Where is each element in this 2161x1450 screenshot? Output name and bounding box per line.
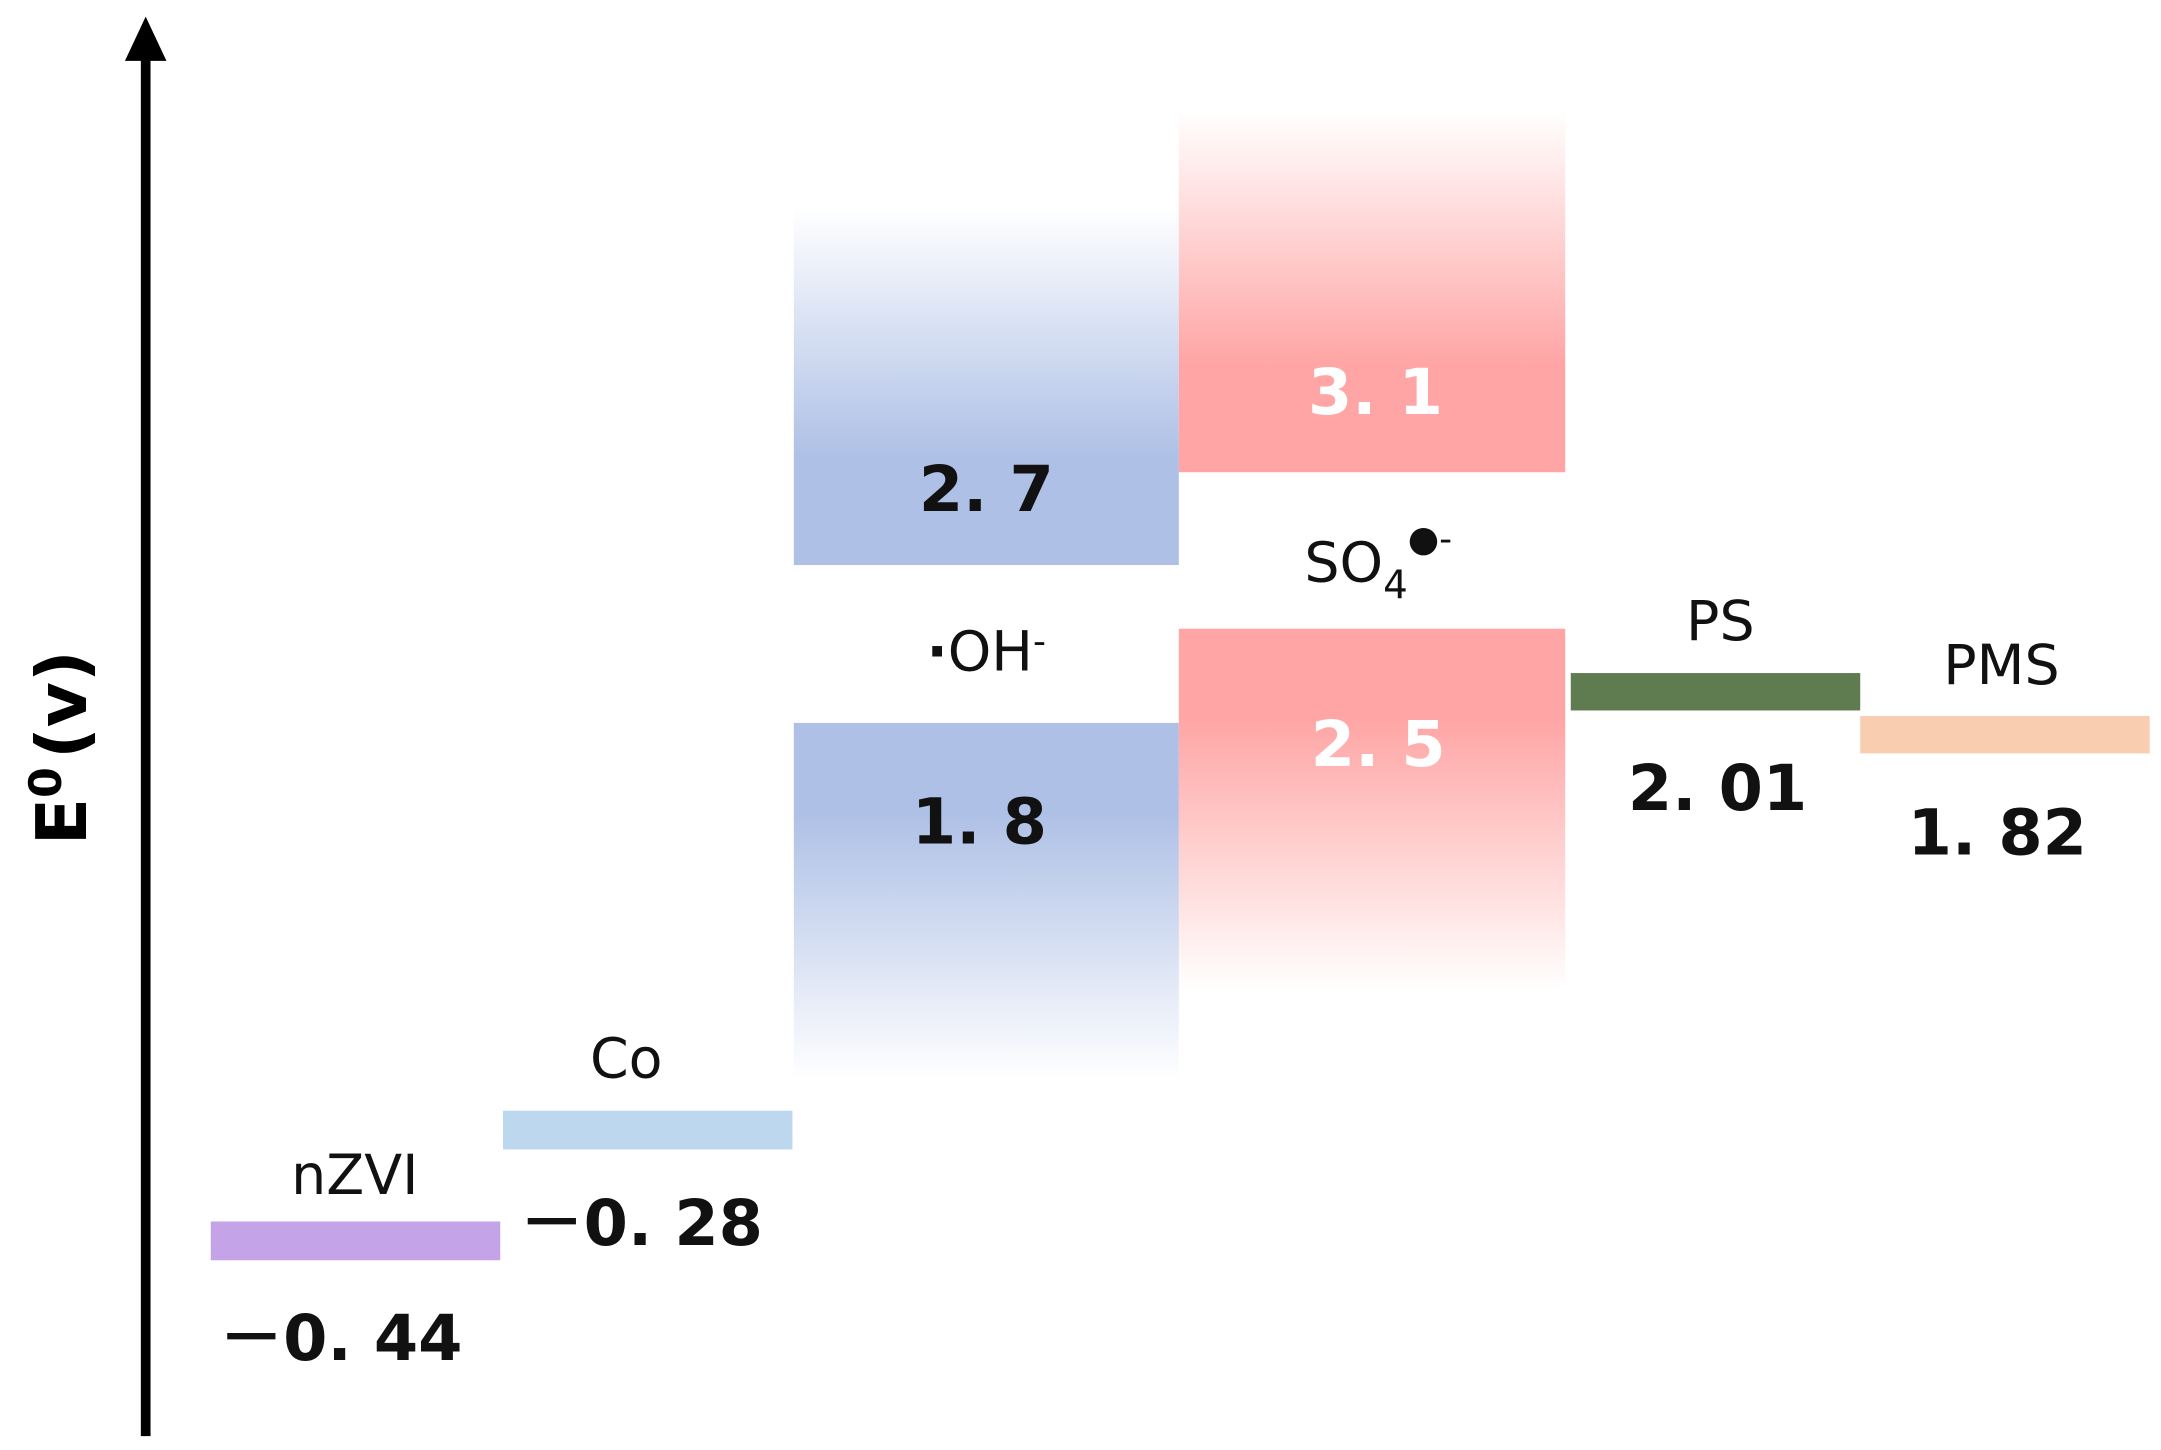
potential-value: 2. 7 bbox=[919, 453, 1054, 527]
axis-label-unit: (v) bbox=[23, 650, 103, 758]
level-bar bbox=[210, 1221, 501, 1261]
axis-label-base: E bbox=[23, 798, 103, 845]
potential-value: 1. 82 bbox=[1908, 796, 2087, 870]
range-box-upper bbox=[1178, 110, 1566, 473]
level-bar bbox=[502, 1110, 793, 1150]
charge: - bbox=[1439, 519, 1452, 560]
potential-value: 2. 5 bbox=[1311, 708, 1446, 782]
radical-dot: · bbox=[927, 620, 948, 684]
species-label: ·OH- bbox=[927, 620, 1046, 684]
species-name: SO bbox=[1304, 532, 1383, 596]
species-label: SO4●- bbox=[1304, 519, 1452, 608]
radical-dot: ● bbox=[1408, 519, 1439, 560]
potential-value: 3. 1 bbox=[1308, 356, 1443, 430]
species-label: PS bbox=[1686, 590, 1755, 654]
axis-label: E0 (v) bbox=[21, 650, 103, 845]
species-label: PMS bbox=[1943, 634, 2059, 698]
level-bar bbox=[1570, 673, 1861, 711]
charge: - bbox=[1033, 622, 1046, 663]
potential-value: －0. 28 bbox=[520, 1187, 763, 1261]
potential-value: 1. 8 bbox=[912, 785, 1047, 859]
species-label: nZVI bbox=[291, 1144, 418, 1208]
level-bar bbox=[1860, 715, 2150, 754]
range-box-lower bbox=[793, 722, 1179, 1081]
potential-value: －0. 44 bbox=[219, 1302, 462, 1376]
range-box-lower bbox=[1178, 628, 1566, 991]
subscript: 4 bbox=[1383, 563, 1408, 608]
species-label: Co bbox=[590, 1027, 663, 1091]
axis-label-sup: 0 bbox=[21, 767, 72, 798]
species-name: OH bbox=[948, 620, 1033, 684]
axis-arrow bbox=[124, 16, 167, 61]
potential-value: 2. 01 bbox=[1628, 752, 1807, 826]
range-box-upper bbox=[793, 207, 1179, 566]
